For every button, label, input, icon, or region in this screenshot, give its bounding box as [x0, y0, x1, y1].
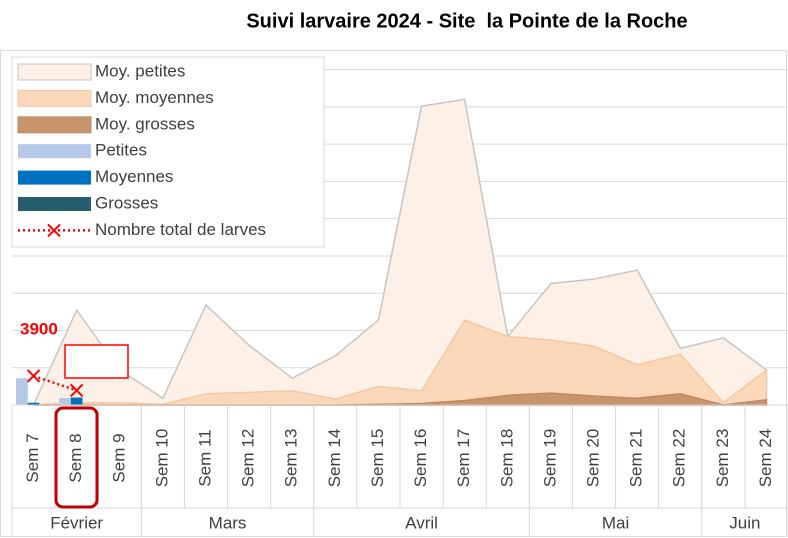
- legend-swatch: [18, 197, 91, 211]
- legend-swatch: [18, 170, 91, 185]
- bar: [59, 397, 71, 405]
- x-tick-label: Sem 22: [670, 429, 689, 488]
- x-tick-label: Sem 7: [23, 433, 42, 482]
- legend-swatch: [17, 89, 92, 107]
- legend-label: Grosses: [95, 193, 158, 212]
- area: [33, 319, 768, 406]
- legend-swatch: [17, 116, 92, 134]
- x-tick-label: Sem 12: [239, 429, 258, 488]
- x-tick-label: Sem 15: [368, 429, 387, 488]
- group-label: Mai: [602, 513, 629, 532]
- x-tick-label: Sem 11: [195, 429, 214, 486]
- x-tick-label: Sem 21: [627, 429, 646, 488]
- legend-label: Nombre total de larves: [95, 220, 266, 239]
- x-tick-label: Sem 16: [411, 429, 430, 488]
- highlight-box: [54, 406, 99, 509]
- legend-label: Moyennes: [95, 167, 173, 186]
- chart-title: Suivi larvaire 2024 - Site la Pointe de …: [246, 10, 687, 32]
- x-tick-label: Sem 13: [282, 429, 301, 488]
- legend-label: Moy. petites: [95, 61, 185, 80]
- x-tick-label: Sem 19: [540, 429, 559, 488]
- legend-label: Petites: [95, 141, 147, 160]
- bar: [16, 378, 28, 405]
- legend-label: Moy. grosses: [95, 114, 195, 133]
- x-tick-label: Sem 8: [66, 433, 85, 482]
- group-label: Mars: [209, 513, 247, 532]
- x-tick-label: Sem 10: [152, 429, 171, 488]
- legend-swatch: [17, 63, 92, 81]
- x-tick-label: Sem 20: [583, 429, 602, 488]
- label-box: [64, 344, 129, 379]
- x-tick-label: Sem 17: [454, 429, 473, 488]
- bar: [70, 397, 83, 405]
- x-tick-label: Sem 24: [756, 429, 775, 488]
- area: [32, 98, 768, 406]
- group-label: Avril: [405, 513, 438, 532]
- line-marker: [26, 369, 41, 383]
- legend-swatch: [47, 223, 61, 238]
- data-label: 3900: [20, 319, 58, 338]
- line-marker: [69, 383, 84, 398]
- group-label: Février: [50, 513, 103, 532]
- legend-swatch: [18, 144, 91, 159]
- group-label: Juin: [729, 513, 760, 532]
- x-tick-label: Sem 14: [325, 429, 344, 488]
- x-tick-label: Sem 23: [713, 429, 732, 488]
- x-tick-label: Sem 9: [109, 433, 128, 482]
- legend-label: Moy. moyennes: [95, 88, 214, 107]
- bar: [27, 402, 40, 405]
- x-tick-label: Sem 18: [497, 429, 516, 488]
